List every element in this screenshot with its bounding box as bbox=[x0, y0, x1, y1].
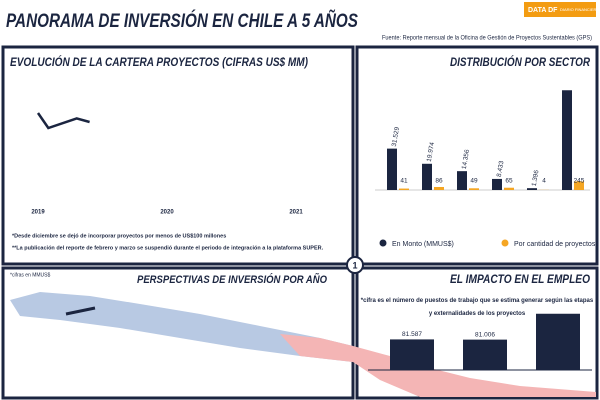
panel-frame bbox=[355, 266, 599, 400]
panel-frame bbox=[1, 45, 355, 266]
bar bbox=[562, 90, 572, 190]
legend-swatch bbox=[501, 239, 509, 247]
bar bbox=[492, 178, 502, 190]
bar bbox=[387, 148, 397, 190]
logo-sub: DIARIO FINANCIERO bbox=[560, 7, 600, 12]
bar bbox=[434, 186, 444, 190]
panel-title: PERSPECTIVAS DE INVERSIÓN POR AÑO bbox=[137, 273, 327, 286]
bar bbox=[463, 339, 507, 370]
panel-title: EL IMPACTO EN EL EMPLEO bbox=[450, 272, 591, 286]
panel-frames bbox=[1, 45, 599, 400]
value-label: 1.396 bbox=[531, 169, 541, 187]
bar bbox=[536, 313, 580, 370]
note: **La publicación del reporte de febrero … bbox=[12, 245, 324, 251]
panel-title: EVOLUCIÓN DE LA CARTERA PROYECTOS (CIFRA… bbox=[10, 54, 308, 69]
map-region bbox=[10, 292, 353, 362]
map-region bbox=[353, 346, 596, 397]
panel-title: DISTRIBUCIÓN POR SECTOR bbox=[450, 54, 590, 69]
value-label: 4 bbox=[542, 178, 546, 185]
value-label: 65 bbox=[505, 178, 513, 185]
panel-frame bbox=[355, 45, 599, 266]
bar bbox=[399, 188, 409, 190]
value-label: 14.356 bbox=[461, 149, 471, 170]
line bbox=[36, 112, 90, 130]
logo-box bbox=[524, 2, 596, 17]
value-label: 81.587 bbox=[402, 331, 422, 338]
bar bbox=[469, 188, 479, 190]
bar bbox=[457, 171, 467, 190]
bar bbox=[574, 181, 584, 190]
value-label: 245 bbox=[574, 178, 585, 185]
panel-frame bbox=[1, 266, 355, 400]
page-indicator bbox=[346, 256, 364, 274]
value-label: 8.433 bbox=[496, 160, 506, 178]
note: *Desde diciembre se dejó de incorporar p… bbox=[12, 233, 226, 239]
legend-swatch bbox=[379, 239, 387, 247]
bar bbox=[504, 187, 514, 190]
page-number: 1 bbox=[352, 260, 357, 270]
x-tick-label: 2019 bbox=[31, 210, 45, 216]
bar bbox=[390, 339, 434, 370]
value-label: 49 bbox=[470, 178, 478, 185]
value-label: 41 bbox=[400, 178, 408, 185]
map-region bbox=[280, 334, 353, 362]
x-tick-label: 2020 bbox=[160, 210, 174, 216]
value-label: 86 bbox=[435, 178, 443, 185]
map-marker bbox=[65, 306, 96, 316]
note: *cifras en MMUS$ bbox=[10, 272, 51, 278]
bar bbox=[422, 163, 432, 190]
page-title: PANORAMA DE INVERSIÓN EN CHILE A 5 AÑOS bbox=[6, 10, 358, 32]
value-label: 19.974 bbox=[426, 141, 436, 162]
value-label: 81.006 bbox=[475, 331, 495, 338]
legend-label: Por cantidad de proyectos bbox=[514, 241, 596, 248]
note: *cifra es el número de puestos de trabaj… bbox=[361, 298, 594, 317]
value-label: 31.529 bbox=[391, 126, 401, 147]
logo: DATA DF bbox=[528, 7, 558, 14]
legend-label: En Monto (MMUS$) bbox=[392, 241, 454, 248]
source: Fuente: Reporte mensual de la Oficina de… bbox=[382, 35, 592, 42]
x-tick-label: 2021 bbox=[289, 210, 303, 216]
bar bbox=[527, 188, 537, 190]
